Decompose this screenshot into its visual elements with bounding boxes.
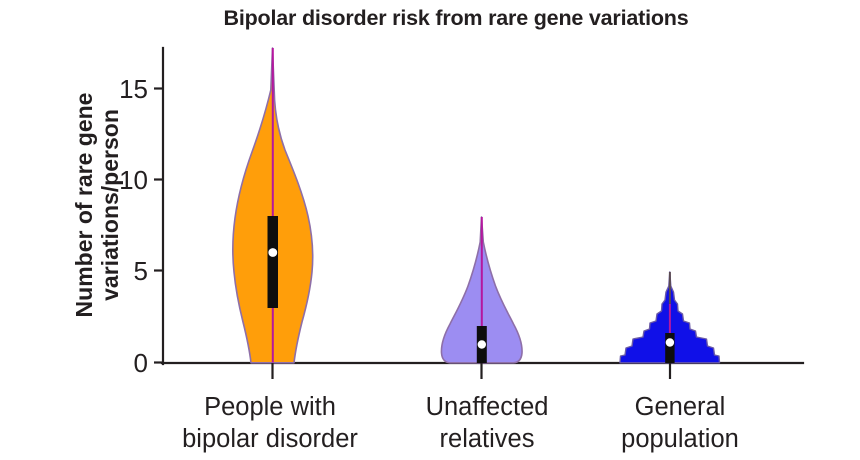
x-tick-label-general-line1: General	[635, 393, 726, 421]
x-tick-label-relatives-line1: Unaffected	[426, 393, 549, 421]
iqr-box-bipolar	[267, 216, 278, 308]
y-axis-label-line1: Number of rare gene	[71, 93, 97, 318]
median-marker-relatives	[477, 340, 486, 349]
median-marker-general	[665, 338, 675, 347]
x-tick-label-relatives-line2: relatives	[440, 425, 535, 453]
x-tick-label-bipolar-line2: bipolar disorder	[182, 425, 358, 453]
violin-group-bipolar[interactable]	[232, 47, 314, 364]
violin-group-relatives[interactable]	[440, 216, 523, 364]
iqr-box-general	[665, 333, 675, 363]
median-marker-bipolar	[268, 248, 278, 257]
y-tick-label-0: 0	[134, 348, 148, 378]
x-axis-ticks	[271, 363, 672, 379]
y-axis-ticks: 0 5 10 15	[119, 74, 163, 378]
y-axis-label-line2: variations/person	[97, 109, 123, 301]
chart-title: Bipolar disorder risk from rare gene var…	[224, 6, 689, 30]
y-tick-label-15: 15	[119, 74, 148, 104]
y-tick-label-10: 10	[119, 165, 148, 195]
x-axis-labels: People with bipolar disorder Unaffected …	[182, 393, 739, 453]
x-tick-label-bipolar-line1: People with	[204, 393, 336, 421]
y-axis-label: Number of rare gene variations/person	[71, 93, 123, 318]
x-tick-label-general-line2: population	[621, 425, 739, 453]
violin-group-general[interactable]	[619, 271, 721, 364]
y-tick-label-5: 5	[134, 256, 148, 286]
